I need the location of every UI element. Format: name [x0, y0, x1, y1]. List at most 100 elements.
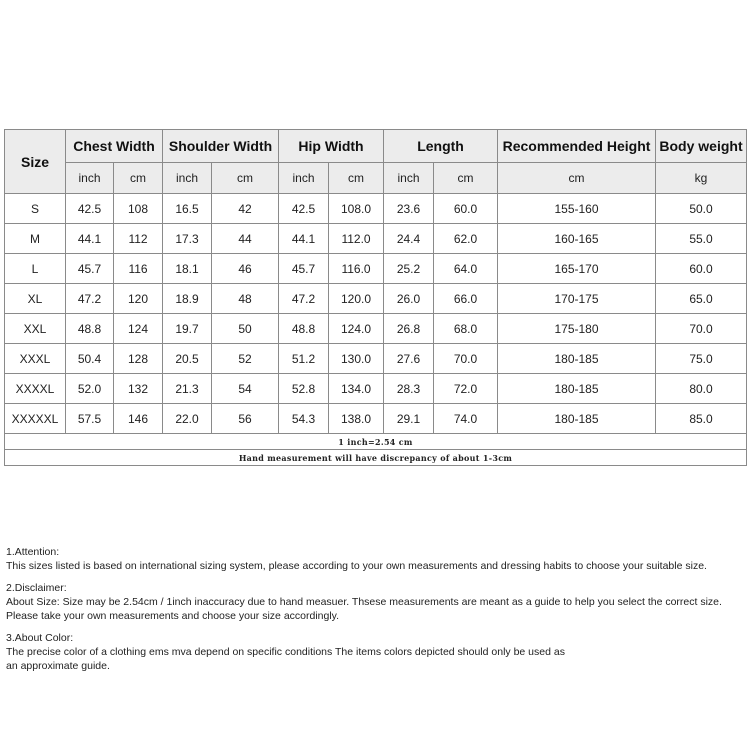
value-cell: 132	[112, 373, 164, 404]
value-cell: 138.0	[328, 403, 385, 434]
value-cell: 112	[112, 223, 164, 254]
table-row: L 45.7 116 18.1 46 45.7 116.0 25.2 64.0 165-170 60…	[4, 253, 748, 284]
table-row: S 42.5 108 16.5 42 42.5 108.0 23.6 60.0 155-160 50…	[4, 193, 748, 224]
value-cell: 25.2	[383, 253, 435, 284]
attention-text: This sizes listed is based on internatio…	[6, 560, 707, 572]
size-cell: XXXXL	[4, 373, 66, 404]
value-cell: 54	[211, 373, 280, 404]
size-chart-table: Size Chest Width Shoulder Width Hip Widt…	[3, 129, 748, 466]
measurement-note: Hand measurement will have discrepancy o…	[3, 449, 748, 466]
header-recommended-height: Recommended Height	[497, 129, 657, 163]
value-cell: 51.2	[278, 343, 330, 374]
table-row: XXXXL 52.0 132 21.3 54 52.8 134.0 28.3 72.0 180-1…	[4, 373, 748, 404]
value-cell: 108	[112, 193, 164, 224]
value-cell: 180-185	[497, 373, 657, 404]
unit-cell: cm	[433, 162, 499, 194]
color-title: 3.About Color:	[6, 632, 74, 644]
value-cell: 155-160	[497, 193, 657, 224]
value-cell: 180-185	[497, 403, 657, 434]
unit-cell: inch	[278, 162, 330, 194]
header-size: Size	[4, 129, 66, 194]
table-row: XL 47.2 120 18.9 48 47.2 120.0 26.0 66.0 170-175 6…	[4, 283, 748, 314]
size-cell: L	[4, 253, 66, 284]
size-cell: XXL	[4, 313, 66, 344]
value-cell: 47.2	[65, 283, 114, 314]
value-cell: 44.1	[65, 223, 114, 254]
value-cell: 18.9	[162, 283, 213, 314]
value-cell: 19.7	[162, 313, 213, 344]
unit-cell: inch	[162, 162, 213, 194]
value-cell: 64.0	[433, 253, 499, 284]
unit-cell: cm	[497, 162, 657, 194]
value-cell: 56	[211, 403, 280, 434]
value-cell: 75.0	[655, 343, 748, 374]
table-row: XXXXXL 57.5 146 22.0 56 54.3 138.0 29.1 74.0 180-…	[4, 403, 748, 434]
value-cell: 52.8	[278, 373, 330, 404]
value-cell: 50	[211, 313, 280, 344]
value-cell: 62.0	[433, 223, 499, 254]
value-cell: 108.0	[328, 193, 385, 224]
value-cell: 124	[112, 313, 164, 344]
value-cell: 26.8	[383, 313, 435, 344]
value-cell: 24.4	[383, 223, 435, 254]
value-cell: 80.0	[655, 373, 748, 404]
value-cell: 44	[211, 223, 280, 254]
value-cell: 54.3	[278, 403, 330, 434]
header-length: Length	[383, 129, 499, 163]
unit-cell: inch	[65, 162, 114, 194]
value-cell: 50.4	[65, 343, 114, 374]
header-row: Size Chest Width Shoulder Width Hip Widt…	[4, 129, 748, 194]
size-cell: XL	[4, 283, 66, 314]
unit-cell: cm	[328, 162, 385, 194]
value-cell: 27.6	[383, 343, 435, 374]
unit-row: inch cm inch cm inch cm inch cm cm kg	[5, 162, 748, 194]
value-cell: 180-185	[497, 343, 657, 374]
value-cell: 72.0	[433, 373, 499, 404]
value-cell: 20.5	[162, 343, 213, 374]
value-cell: 50.0	[655, 193, 748, 224]
disclaimer-text: About Size: Size may be 2.54cm / 1inch i…	[6, 596, 722, 608]
header-shoulder-width: Shoulder Width	[162, 129, 280, 163]
value-cell: 52	[211, 343, 280, 374]
value-cell: 18.1	[162, 253, 213, 284]
value-cell: 112.0	[328, 223, 385, 254]
value-cell: 46	[211, 253, 280, 284]
conversion-note: 1 inch=2.54 cm	[3, 433, 748, 450]
value-cell: 70.0	[655, 313, 748, 344]
size-cell: XXXL	[4, 343, 66, 374]
notes-section: 1.Attention: This sizes listed is based …	[6, 545, 722, 681]
value-cell: 160-165	[497, 223, 657, 254]
value-cell: 66.0	[433, 283, 499, 314]
value-cell: 48.8	[65, 313, 114, 344]
value-cell: 45.7	[278, 253, 330, 284]
value-cell: 55.0	[655, 223, 748, 254]
value-cell: 16.5	[162, 193, 213, 224]
value-cell: 45.7	[65, 253, 114, 284]
value-cell: 60.0	[433, 193, 499, 224]
table-row: XXXL 50.4 128 20.5 52 51.2 130.0 27.6 70.0 180-18…	[4, 343, 748, 374]
value-cell: 42.5	[65, 193, 114, 224]
value-cell: 146	[112, 403, 164, 434]
value-cell: 57.5	[65, 403, 114, 434]
value-cell: 22.0	[162, 403, 213, 434]
header-hip-width: Hip Width	[278, 129, 385, 163]
value-cell: 17.3	[162, 223, 213, 254]
value-cell: 70.0	[433, 343, 499, 374]
unit-cell: kg	[655, 162, 748, 194]
value-cell: 116	[112, 253, 164, 284]
value-cell: 29.1	[383, 403, 435, 434]
value-cell: 65.0	[655, 283, 748, 314]
value-cell: 26.0	[383, 283, 435, 314]
color-text: an approximate guide.	[6, 660, 110, 672]
value-cell: 124.0	[328, 313, 385, 344]
table-row: XXL 48.8 124 19.7 50 48.8 124.0 26.8 68.0 175-180…	[4, 313, 748, 344]
value-cell: 48	[211, 283, 280, 314]
color-text: The precise color of a clothing ems mva …	[6, 646, 565, 658]
value-cell: 60.0	[655, 253, 748, 284]
size-cell: S	[4, 193, 66, 224]
value-cell: 44.1	[278, 223, 330, 254]
size-cell: XXXXXL	[4, 403, 66, 434]
value-cell: 23.6	[383, 193, 435, 224]
value-cell: 165-170	[497, 253, 657, 284]
unit-cell: cm	[211, 162, 280, 194]
